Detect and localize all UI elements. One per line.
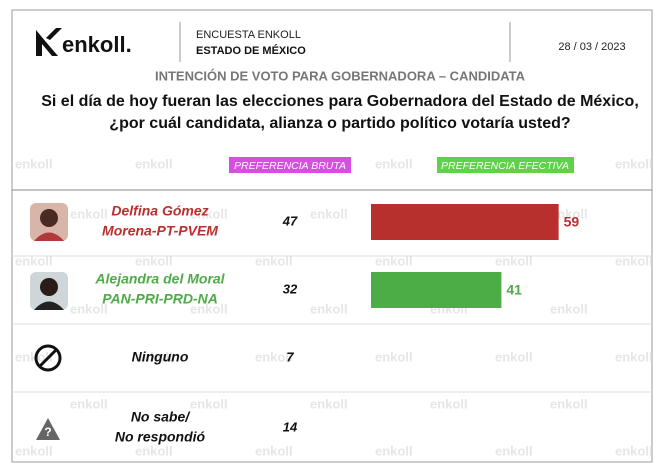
- watermark: enkoll: [135, 443, 173, 458]
- watermark: enkoll: [135, 156, 173, 171]
- effective-bar: [371, 204, 559, 240]
- question: Si el día de hoy fueran las elecciones p…: [41, 93, 639, 110]
- brute-value: 7: [286, 349, 294, 364]
- logo-mark: [36, 28, 62, 56]
- watermark: enkoll: [15, 253, 53, 268]
- watermark: enkoll: [495, 253, 533, 268]
- watermark: enkoll: [190, 206, 228, 221]
- watermark: enkoll: [615, 156, 653, 171]
- avatar: [30, 272, 68, 310]
- watermark: enkoll: [615, 253, 653, 268]
- watermark: enkoll: [135, 349, 173, 364]
- logo: enkoll.: [62, 32, 132, 57]
- row-name: Ninguno: [132, 349, 189, 365]
- watermark: enkoll: [255, 349, 293, 364]
- watermark: enkoll: [135, 253, 173, 268]
- svg-text:?: ?: [44, 425, 51, 439]
- watermark: enkoll: [615, 349, 653, 364]
- watermark: enkoll: [550, 396, 588, 411]
- row-name: No sabe/: [131, 409, 191, 425]
- state: ESTADO DE MÉXICO: [196, 44, 306, 57]
- survey: ENCUESTA ENKOLL: [196, 29, 301, 41]
- row-name: Delfina Gómez: [111, 203, 208, 219]
- watermark: enkoll: [495, 443, 533, 458]
- watermark: enkoll: [375, 253, 413, 268]
- watermark: enkoll: [190, 301, 228, 316]
- watermark: enkoll: [255, 443, 293, 458]
- watermark: enkoll: [375, 443, 413, 458]
- none-icon: [34, 344, 62, 372]
- effective-header: PREFERENCIA EFECTIVA: [441, 160, 569, 172]
- title: INTENCIÓN DE VOTO PARA GOBERNADORA – CAN…: [155, 68, 526, 83]
- watermark: enkoll: [615, 443, 653, 458]
- unknown-icon: ?: [36, 418, 60, 440]
- watermark: enkoll: [70, 206, 108, 221]
- watermark: enkoll: [310, 206, 348, 221]
- brute-header-bg: [229, 157, 351, 173]
- watermark: enkoll: [495, 349, 533, 364]
- row-name: PAN-PRI-PRD-NA: [102, 291, 218, 307]
- watermark: enkoll: [255, 253, 293, 268]
- brute-header: PREFERENCIA BRUTA: [234, 160, 346, 172]
- watermark: enkoll: [310, 301, 348, 316]
- watermark: enkoll: [550, 301, 588, 316]
- watermark: enkoll: [550, 206, 588, 221]
- avatar: [30, 203, 68, 241]
- watermark: enkoll: [375, 349, 413, 364]
- watermark: enkoll: [375, 156, 413, 171]
- watermark: enkoll: [15, 443, 53, 458]
- effective-value: 59: [564, 214, 580, 230]
- watermark: enkoll: [15, 156, 53, 171]
- watermark: enkoll: [190, 396, 228, 411]
- row-name: No respondió: [115, 429, 206, 445]
- watermark: enkoll: [70, 396, 108, 411]
- row-name: Alejandra del Moral: [94, 271, 225, 287]
- question: ¿por cuál candidata, alianza o partido p…: [109, 115, 570, 132]
- effective-header-bg: [437, 157, 574, 173]
- brute-value: 14: [283, 419, 298, 434]
- watermark: enkoll: [430, 396, 468, 411]
- watermark: enkoll: [15, 349, 53, 364]
- brute-value: 47: [282, 213, 298, 228]
- effective-value: 41: [506, 282, 522, 298]
- brute-value: 32: [283, 281, 298, 296]
- watermark: enkoll: [310, 396, 348, 411]
- watermark: enkoll: [70, 301, 108, 316]
- date: 28 / 03 / 2023: [558, 41, 625, 53]
- row-name: Morena-PT-PVEM: [102, 223, 218, 239]
- effective-bar: [371, 272, 502, 308]
